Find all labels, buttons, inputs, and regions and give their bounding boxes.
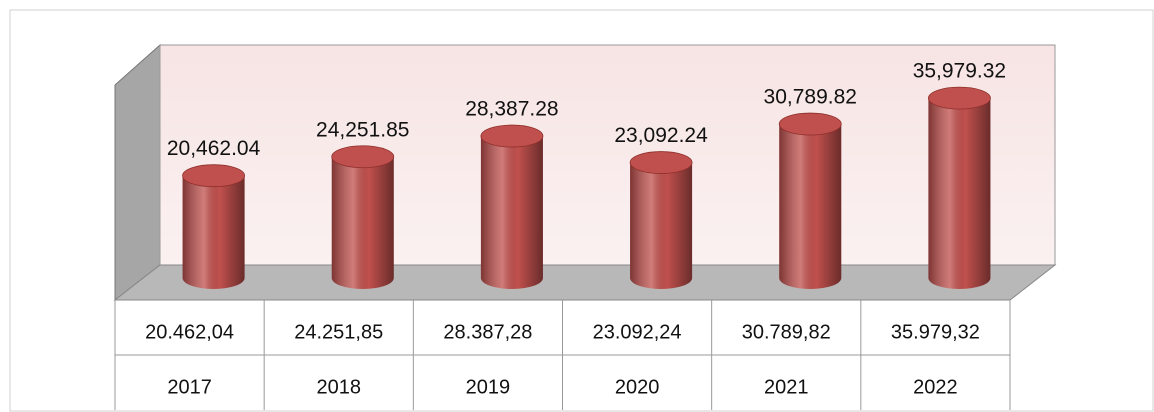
bars — [182, 86, 991, 290]
bar-shade — [480, 136, 543, 289]
x-tick-label: 2021 — [764, 376, 809, 398]
bar-shade — [630, 162, 693, 289]
floor — [113, 264, 1057, 301]
bar-top — [182, 164, 245, 188]
bar-shade — [779, 124, 842, 289]
x-tick-label: 2022 — [913, 376, 958, 398]
x-tick-label: 2017 — [167, 376, 212, 398]
data-label: 20,462.04 — [167, 137, 261, 160]
bar-top — [778, 112, 842, 136]
data-label: 30,789.82 — [764, 86, 857, 109]
table-value: 30.789,82 — [742, 321, 831, 343]
x-tick-label: 2018 — [317, 376, 362, 398]
data-label: 35,979.32 — [913, 60, 1006, 83]
bar-top — [480, 124, 544, 148]
back-wall — [159, 44, 1056, 266]
side-wall — [114, 43, 161, 302]
table-value: 20.462,04 — [145, 321, 234, 343]
frame — [9, 9, 1154, 412]
x-tick-label: 2019 — [466, 376, 511, 398]
table-value: 24.251,85 — [294, 321, 383, 343]
data-label: 28,387.28 — [465, 98, 558, 121]
bar-shade — [331, 156, 394, 289]
bar-shade — [928, 98, 991, 290]
table-value: 23.092,24 — [593, 321, 682, 343]
data-label: 23,092.24 — [614, 124, 708, 147]
table-value: 28.387,28 — [443, 321, 532, 343]
bar-top — [331, 145, 395, 169]
data-table: 20.462,04 2017 24.251,85 2018 28.387,28 2019 2… — [114, 300, 1011, 410]
x-tick-label: 2020 — [615, 376, 660, 398]
data-label: 24,251.85 — [316, 118, 409, 141]
bar-shade — [182, 175, 245, 289]
bar-top — [629, 151, 693, 174]
bar-top — [928, 86, 991, 110]
table-value: 35.979,32 — [891, 321, 980, 343]
